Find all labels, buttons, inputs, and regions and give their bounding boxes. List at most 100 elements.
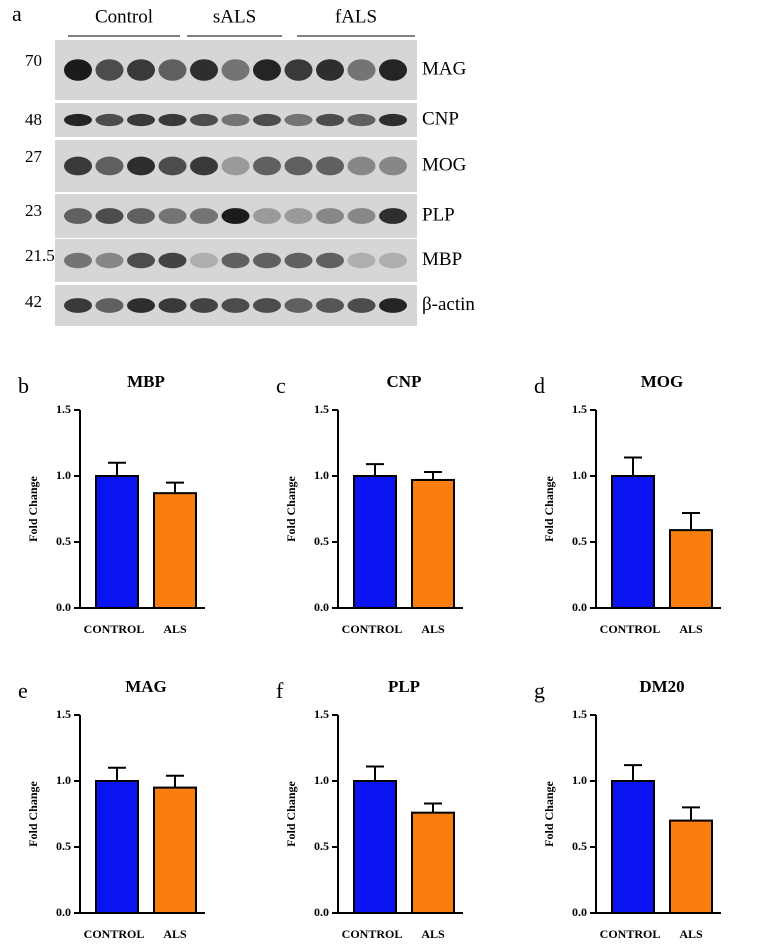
error-bar [682, 511, 700, 531]
panel-letter: g [534, 678, 545, 703]
error-bar [166, 774, 184, 788]
blot-band [316, 298, 344, 313]
blot-band [190, 156, 218, 176]
blot-band [64, 156, 92, 176]
blot-band [379, 298, 407, 313]
blot-band [284, 252, 313, 269]
y-tick-label: 1.0 [572, 468, 587, 482]
bar [669, 529, 713, 609]
blot-band [253, 59, 281, 81]
blot-band [253, 298, 281, 313]
blot-band [316, 156, 344, 176]
y-tick-label: 1.0 [314, 468, 329, 482]
group-label: Control [95, 6, 153, 27]
x-tick-label: ALS [421, 927, 445, 941]
blot-band [347, 113, 376, 127]
x-tick-label: ALS [679, 622, 703, 636]
error-bar [624, 764, 642, 781]
blot-band [95, 59, 124, 81]
bar [411, 478, 455, 609]
error-bar [682, 806, 700, 821]
blot-band [347, 208, 376, 224]
x-tick-label: ALS [163, 927, 187, 941]
blot-band [190, 113, 218, 127]
y-tick-label: 0.0 [572, 600, 587, 614]
blot-band [284, 208, 313, 224]
blot-band [127, 252, 155, 269]
error-bar [366, 765, 384, 781]
y-tick-label: 1.5 [572, 707, 587, 721]
blot-band [221, 59, 250, 81]
blot-band [347, 252, 376, 269]
blot-band [253, 113, 281, 127]
y-tick-label: 0.0 [314, 600, 329, 614]
y-axis-label: Fold Change [26, 475, 40, 541]
x-tick-label: CONTROL [84, 927, 145, 941]
chart-title: MBP [127, 372, 165, 391]
y-axis-label: Fold Change [542, 475, 556, 541]
blot-band [127, 59, 155, 81]
blot-band [158, 208, 187, 224]
blot-band [95, 298, 124, 313]
blot-band [190, 252, 218, 269]
blot-band [379, 208, 407, 224]
y-tick-label: 1.5 [314, 402, 329, 416]
blot-band [158, 252, 187, 269]
bar [411, 811, 455, 914]
blot-band [158, 298, 187, 313]
blot-band [284, 156, 313, 176]
blot-band [158, 156, 187, 176]
y-tick-label: 0.0 [56, 905, 71, 919]
blot-band [127, 156, 155, 176]
blot-band [316, 208, 344, 224]
y-axis-label: Fold Change [26, 780, 40, 846]
y-tick-label: 1.0 [314, 773, 329, 787]
blot-band [221, 156, 250, 176]
molecular-weight: 27 [25, 147, 43, 166]
y-tick-label: 1.5 [572, 402, 587, 416]
y-tick-label: 0.0 [572, 905, 587, 919]
y-axis-label: Fold Change [542, 780, 556, 846]
blot-band [64, 59, 92, 81]
error-bar [108, 766, 126, 781]
bar [669, 819, 713, 914]
blot-band [95, 208, 124, 224]
x-tick-label: ALS [679, 927, 703, 941]
blot-band [221, 208, 250, 224]
blot-band [284, 59, 313, 81]
bar [95, 475, 139, 609]
blot-band [379, 59, 407, 81]
error-bar [108, 461, 126, 476]
x-tick-label: CONTROL [342, 927, 403, 941]
protein-label: MOG [422, 154, 467, 175]
blot-band [347, 156, 376, 176]
bar [353, 780, 397, 914]
error-bar [624, 456, 642, 476]
bar [611, 780, 655, 914]
blot-band [347, 59, 376, 81]
chart-title: MOG [641, 372, 684, 391]
chart-title: MAG [125, 677, 167, 696]
blot-band [158, 113, 187, 127]
y-tick-label: 0.5 [314, 839, 329, 853]
chart-title: DM20 [639, 677, 684, 696]
y-tick-label: 1.5 [56, 402, 71, 416]
y-tick-label: 1.5 [56, 707, 71, 721]
blot-band [316, 113, 344, 127]
blot-band [64, 252, 92, 269]
x-tick-label: ALS [421, 622, 445, 636]
blot-band [64, 113, 92, 127]
panel-letter: b [18, 373, 29, 398]
blot-band [95, 156, 124, 176]
panel-letter: f [276, 678, 284, 703]
error-bar [166, 481, 184, 494]
molecular-weight: 42 [25, 292, 42, 311]
blot-band [221, 252, 250, 269]
blot-band [127, 208, 155, 224]
blot-band [316, 59, 344, 81]
protein-label: MAG [422, 58, 467, 79]
panel-letter: d [534, 373, 545, 398]
blot-band [379, 156, 407, 176]
y-tick-label: 0.0 [56, 600, 71, 614]
